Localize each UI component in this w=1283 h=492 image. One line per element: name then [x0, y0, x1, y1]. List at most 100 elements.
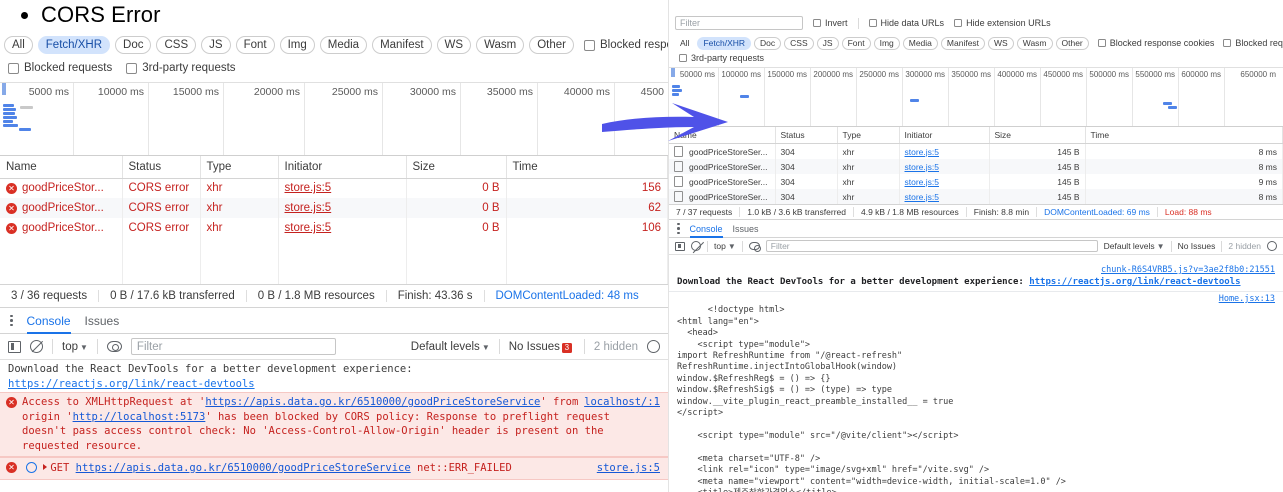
col-status[interactable]: Status [122, 156, 201, 179]
console-filter-input[interactable]: Filter [765, 240, 1098, 252]
expand-triangle-icon[interactable] [43, 464, 48, 470]
checkbox-icon[interactable] [126, 62, 138, 74]
checkbox-blocked-requests[interactable]: Blocked requests [8, 62, 112, 74]
console-filter-input[interactable]: Filter [130, 338, 336, 355]
console-source-link[interactable]: localhost/:1 [584, 396, 660, 408]
checkbox-icon[interactable] [679, 54, 687, 62]
network-filter-input[interactable]: Filter [675, 16, 803, 30]
clear-console-icon[interactable] [30, 340, 43, 353]
col-time[interactable]: Time [1085, 127, 1283, 144]
home-source-link[interactable]: Home.jsx:13 [1218, 294, 1275, 304]
checkbox-hide-extension-urls[interactable]: Hide extension URLs [954, 18, 1051, 28]
sidebar-toggle-icon[interactable] [8, 340, 21, 353]
chip-fetch-xhr[interactable]: Fetch/XHR [697, 36, 752, 50]
col-status[interactable]: Status [775, 127, 838, 144]
chip-ws[interactable]: WS [436, 36, 472, 54]
chip-css[interactable]: CSS [156, 36, 197, 54]
chip-doc[interactable]: Doc [754, 36, 782, 50]
tab-console[interactable]: Console [690, 220, 723, 238]
live-expression-eye-icon[interactable] [748, 242, 761, 252]
checkbox-icon[interactable] [8, 62, 19, 74]
cell-initiator[interactable]: store.js:5 [278, 198, 407, 218]
chip-manifest[interactable]: Manifest [940, 36, 986, 50]
cell-initiator[interactable]: store.js:5 [278, 178, 407, 198]
checkbox-blocked-response-cookies[interactable]: Blocked response cookies [1097, 38, 1214, 48]
console-levels-selector[interactable]: Default levels ▼ [1103, 241, 1165, 251]
chip-wasm[interactable]: Wasm [476, 36, 525, 54]
console-issues-status[interactable]: No Issues 3 [509, 341, 575, 353]
chip-all[interactable]: All [675, 36, 695, 50]
react-devtools-link[interactable]: https://reactjs.org/link/react-devtools [8, 377, 255, 390]
checkbox-icon[interactable] [868, 19, 877, 27]
col-size[interactable]: Size [406, 156, 507, 179]
chip-img[interactable]: Img [279, 36, 315, 54]
console-context-selector[interactable]: top ▼ [714, 241, 736, 251]
checkbox-icon[interactable] [813, 19, 821, 27]
table-row[interactable]: goodPriceStoreSer... 304 xhr store.js:5 … [669, 159, 1283, 174]
cell-initiator[interactable]: store.js:5 [899, 143, 990, 159]
chip-doc[interactable]: Doc [115, 36, 152, 54]
cors-origin-link[interactable]: http://localhost:5173 [72, 410, 206, 423]
checkbox-3rd-party-requests[interactable]: 3rd-party requests [679, 53, 764, 63]
more-options-icon[interactable] [10, 314, 13, 327]
table-row[interactable]: ✕ goodPriceStor... CORS error xhr store.j… [0, 198, 668, 218]
chip-js[interactable]: JS [816, 36, 839, 50]
chunk-source-link[interactable]: chunk-R6S4VRB5.js?v=3ae2f8b0:21551 [1101, 265, 1275, 275]
checkbox-invert[interactable]: Invert [813, 18, 848, 28]
tab-issues[interactable]: Issues [732, 223, 759, 234]
more-options-icon[interactable] [677, 222, 680, 235]
gear-icon[interactable] [647, 340, 660, 353]
console-context-selector[interactable]: top ▼ [62, 340, 88, 353]
network-globe-icon[interactable] [26, 462, 37, 473]
sidebar-toggle-icon[interactable] [675, 241, 685, 251]
col-name[interactable]: Name [0, 156, 123, 179]
checkbox-icon[interactable] [1223, 39, 1232, 47]
table-row[interactable]: ✕ goodPriceStor... CORS error xhr store.j… [0, 178, 668, 198]
col-initiator[interactable]: Initiator [899, 127, 990, 144]
chip-manifest[interactable]: Manifest [372, 36, 432, 54]
chip-media[interactable]: Media [319, 36, 368, 54]
cell-initiator[interactable]: store.js:5 [899, 189, 990, 204]
checkbox-hide-data-urls[interactable]: Hide data URLs [868, 18, 944, 28]
chip-ws[interactable]: WS [988, 36, 1014, 50]
tab-issues[interactable]: Issues [84, 313, 120, 328]
gear-icon[interactable] [1267, 241, 1277, 251]
table-row[interactable]: goodPriceStoreSer... 304 xhr store.js:5 … [669, 143, 1283, 159]
chip-fetch-xhr[interactable]: Fetch/XHR [37, 36, 111, 54]
table-row[interactable]: ✕ goodPriceStor... CORS error xhr store.j… [0, 218, 668, 238]
checkbox-icon[interactable] [954, 19, 963, 27]
chip-css[interactable]: CSS [784, 36, 814, 50]
col-type[interactable]: Type [837, 127, 900, 144]
console-hidden-count[interactable]: 2 hidden [593, 340, 638, 353]
col-size[interactable]: Size [989, 127, 1086, 144]
chip-wasm[interactable]: Wasm [1016, 36, 1053, 50]
checkbox-blocked-response-cookies[interactable]: Blocked response cooki [584, 39, 668, 51]
console-source-link[interactable]: store.js:5 [596, 462, 660, 474]
col-initiator[interactable]: Initiator [278, 156, 407, 179]
failed-request-url-link[interactable]: https://apis.data.go.kr/6510000/goodPric… [75, 462, 411, 474]
console-issues-status[interactable]: No Issues [1177, 241, 1216, 251]
chip-other[interactable]: Other [529, 36, 574, 54]
cell-initiator[interactable]: store.js:5 [899, 174, 990, 189]
cell-initiator[interactable]: store.js:5 [278, 218, 407, 238]
left-network-overview-timeline[interactable]: 5000 ms 10000 ms 15000 ms 20000 ms 25000… [0, 82, 668, 156]
tab-console[interactable]: Console [27, 308, 71, 334]
live-expression-eye-icon[interactable] [106, 341, 122, 352]
chip-img[interactable]: Img [873, 36, 900, 50]
console-hidden-count[interactable]: 2 hidden [1228, 241, 1261, 251]
console-levels-selector[interactable]: Default levels ▼ [410, 340, 490, 353]
react-devtools-link[interactable]: https://reactjs.org/link/react-devtools [1029, 277, 1241, 287]
checkbox-blocked-requests[interactable]: Blocked requests [1223, 38, 1283, 48]
chip-js[interactable]: JS [201, 36, 231, 54]
clear-console-icon[interactable] [691, 241, 701, 251]
checkbox-3rd-party-requests[interactable]: 3rd-party requests [126, 62, 236, 74]
checkbox-icon[interactable] [1097, 39, 1106, 47]
cell-initiator[interactable]: store.js:5 [899, 159, 990, 174]
col-name[interactable]: Name [669, 127, 776, 144]
chip-media[interactable]: Media [902, 36, 938, 50]
table-row[interactable]: goodPriceStoreSer... 304 xhr store.js:5 … [669, 174, 1283, 189]
chip-all[interactable]: All [4, 36, 33, 54]
chip-font[interactable]: Font [235, 36, 275, 54]
chip-other[interactable]: Other [1055, 36, 1089, 50]
col-time[interactable]: Time [506, 156, 668, 179]
